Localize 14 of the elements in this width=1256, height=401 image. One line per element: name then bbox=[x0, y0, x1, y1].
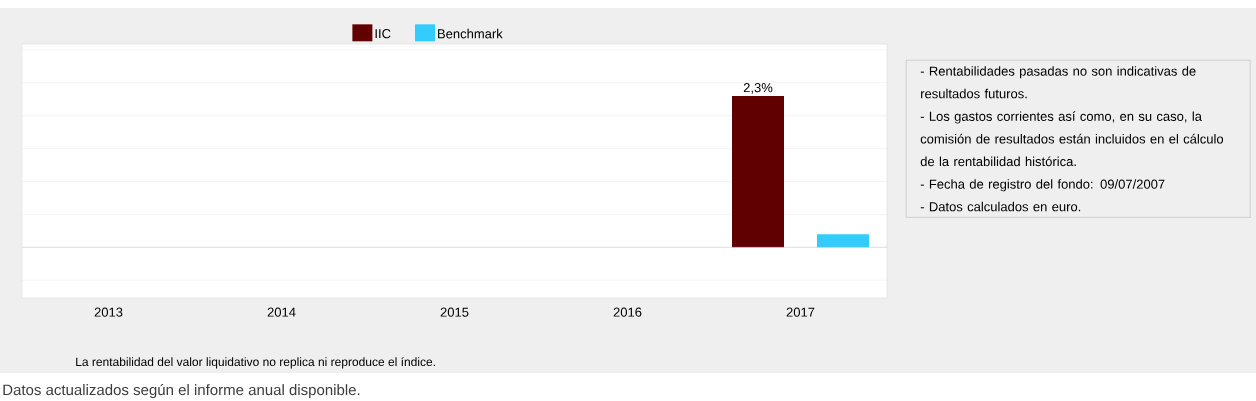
x-tick-label: 2014 bbox=[267, 307, 296, 317]
x-tick-label: 2017 bbox=[786, 307, 815, 317]
x-tick-label: 2015 bbox=[440, 307, 469, 317]
text: - Los gastos corrientes así como, en su caso, la comisión de resultados están incluidos en el cálculo de la rentabilidad histórica. bbox=[920, 111, 1224, 167]
text: - Fecha de registro del fondo: 09/07/2007 bbox=[920, 179, 1165, 192]
text: - Datos calculados en euro. bbox=[920, 201, 1081, 212]
x-tick-label: 2013 bbox=[94, 307, 123, 317]
legend-label: IIC bbox=[375, 29, 391, 39]
text: La rentabilidad del valor liquidativo no replica ni reproduce el índice. bbox=[76, 357, 435, 369]
x-tick-label: 2016 bbox=[613, 307, 642, 317]
text: Datos actualizados según el informe anual disponible. bbox=[3, 383, 360, 399]
legend-label: Benchmark bbox=[438, 28, 503, 39]
text: - Rentabilidades pasadas no son indicativas de resultados futuros. bbox=[920, 66, 1196, 99]
data-label: 2,3% bbox=[743, 83, 773, 94]
